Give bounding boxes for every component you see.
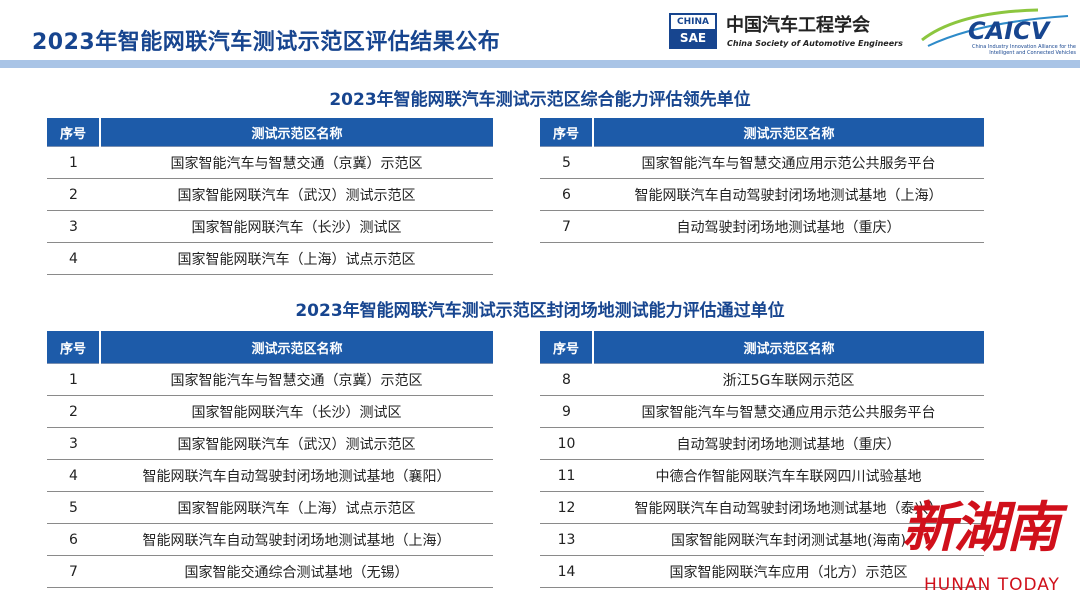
table-row: 7 国家智能交通综合测试基地（无锡） [47,555,493,588]
col-index-header: 序号 [47,331,101,364]
table-row: 6 智能网联汽车自动驾驶封闭场地测试基地（上海） [540,178,984,211]
table-row: 3 国家智能网联汽车（武汉）测试示范区 [47,427,493,460]
table-row: 5 国家智能网联汽车（上海）试点示范区 [47,491,493,524]
row-index: 9 [540,395,593,428]
zone-name: 中德合作智能网联汽车车联网四川试验基地 [593,459,984,492]
col-index-header: 序号 [540,331,594,364]
zone-name: 自动驾驶封闭场地测试基地（重庆） [593,427,984,460]
zone-name: 国家智能网联汽车（上海）试点示范区 [100,242,493,275]
row-index: 5 [47,491,100,524]
col-index-header: 序号 [47,118,101,147]
header-divider-bar [0,60,1080,68]
section2-title: 2023年智能网联汽车测试示范区封闭场地测试能力评估通过单位 [295,301,785,321]
table-row: 2 国家智能网联汽车（武汉）测试示范区 [47,178,493,211]
table-row: 11 中德合作智能网联汽车车联网四川试验基地 [540,459,984,492]
row-index: 3 [47,210,100,243]
table-row: 6 智能网联汽车自动驾驶封闭场地测试基地（上海） [47,523,493,556]
table-row: 14 国家智能网联汽车应用（北方）示范区 [540,555,984,588]
row-index: 4 [47,242,100,275]
sae-label: SAE [671,29,715,47]
row-index: 5 [540,146,593,179]
row-index: 2 [47,178,100,211]
zone-name: 国家智能汽车与智慧交通（京冀）示范区 [100,146,493,179]
row-index: 14 [540,555,593,588]
table-row: 9 国家智能汽车与智慧交通应用示范公共服务平台 [540,395,984,428]
row-index: 12 [540,491,593,524]
section2-right-table: 序号 测试示范区名称 8 浙江5G车联网示范区 9 国家智能汽车与智慧交通应用示范公共… [540,331,984,588]
caicv-logo-text: CAICV [968,17,1052,45]
hunan-today-watermark: 新湖南 HUNAN TODAY [902,493,1074,601]
col-index-header: 序号 [540,118,594,147]
china-sae-logo: CHINA SAE [669,13,717,49]
row-index: 7 [540,210,593,243]
table-row: 8 浙江5G车联网示范区 [540,363,984,396]
table-row: 3 国家智能网联汽车（长沙）测试区 [47,210,493,243]
col-name-header: 测试示范区名称 [100,118,493,147]
table-row: 13 国家智能网联汽车封闭测试基地(海南) [540,523,984,556]
table-row: 10 自动驾驶封闭场地测试基地（重庆） [540,427,984,460]
col-name-header: 测试示范区名称 [593,331,984,364]
row-index: 1 [47,146,100,179]
table-row: 4 国家智能网联汽车（上海）试点示范区 [47,242,493,275]
row-index: 3 [47,427,100,460]
row-index: 13 [540,523,593,556]
row-index: 7 [47,555,100,588]
row-index: 6 [47,523,100,556]
row-index: 8 [540,363,593,396]
section1-right-table: 序号 测试示范区名称 5 国家智能汽车与智慧交通应用示范公共服务平台 6 智能网联汽车… [540,118,984,243]
zone-name: 国家智能网联汽车（长沙）测试区 [100,395,493,428]
table-row: 5 国家智能汽车与智慧交通应用示范公共服务平台 [540,146,984,179]
zone-name: 自动驾驶封闭场地测试基地（重庆） [593,210,984,243]
zone-name: 国家智能网联汽车（上海）试点示范区 [100,491,493,524]
row-index: 2 [47,395,100,428]
section1-left-table: 序号 测试示范区名称 1 国家智能汽车与智慧交通（京冀）示范区 2 国家智能网联汽车（… [47,118,493,275]
table-row: 4 智能网联汽车自动驾驶封闭场地测试基地（襄阳） [47,459,493,492]
table-row: 7 自动驾驶封闭场地测试基地（重庆） [540,210,984,243]
section1-title: 2023年智能网联汽车测试示范区综合能力评估领先单位 [329,90,751,110]
caicv-logo: CAICV [921,8,1069,47]
row-index: 1 [47,363,100,396]
zone-name: 智能网联汽车自动驾驶封闭场地测试基地（上海） [593,178,984,211]
page-title: 2023年智能网联汽车测试示范区评估结果公布 [32,30,501,55]
section2-left-table: 序号 测试示范区名称 1 国家智能汽车与智慧交通（京冀）示范区 2 国家智能网联汽车（… [47,331,493,588]
col-name-header: 测试示范区名称 [593,118,984,147]
row-index: 4 [47,459,100,492]
zone-name: 国家智能交通综合测试基地（无锡） [100,555,493,588]
china-label: CHINA [671,15,715,29]
zone-name: 浙江5G车联网示范区 [593,363,984,396]
zone-name: 国家智能汽车与智慧交通（京冀）示范区 [100,363,493,396]
zone-name: 国家智能网联汽车封闭测试基地(海南) [593,523,984,556]
col-name-header: 测试示范区名称 [100,331,493,364]
table-row: 2 国家智能网联汽车（长沙）测试区 [47,395,493,428]
caicv-subtitle: China Industry Innovation Alliance for t… [972,44,1076,56]
zone-name: 国家智能网联汽车（武汉）测试示范区 [100,427,493,460]
zone-name: 国家智能汽车与智慧交通应用示范公共服务平台 [593,395,984,428]
org-name-en: China Society of Automotive Engineers [727,39,903,48]
zone-name: 智能网联汽车自动驾驶封闭场地测试基地（上海） [100,523,493,556]
row-index: 6 [540,178,593,211]
zone-name: 智能网联汽车自动驾驶封闭场地测试基地（襄阳） [100,459,493,492]
watermark-cn: 新湖南 [902,496,1060,559]
watermark-en: HUNAN TODAY [924,575,1060,595]
zone-name: 国家智能网联汽车应用（北方）示范区 [593,555,984,588]
zone-name: 国家智能网联汽车（武汉）测试示范区 [100,178,493,211]
table-row: 1 国家智能汽车与智慧交通（京冀）示范区 [47,146,493,179]
org-name-cn: 中国汽车工程学会 [726,15,870,36]
row-index: 10 [540,427,593,460]
zone-name: 国家智能汽车与智慧交通应用示范公共服务平台 [593,146,984,179]
row-index: 11 [540,459,593,492]
zone-name: 智能网联汽车自动驾驶封闭场地测试基地（泰兴） [593,491,984,524]
table-row: 12 智能网联汽车自动驾驶封闭场地测试基地（泰兴） [540,491,984,524]
zone-name: 国家智能网联汽车（长沙）测试区 [100,210,493,243]
table-row: 1 国家智能汽车与智慧交通（京冀）示范区 [47,363,493,396]
